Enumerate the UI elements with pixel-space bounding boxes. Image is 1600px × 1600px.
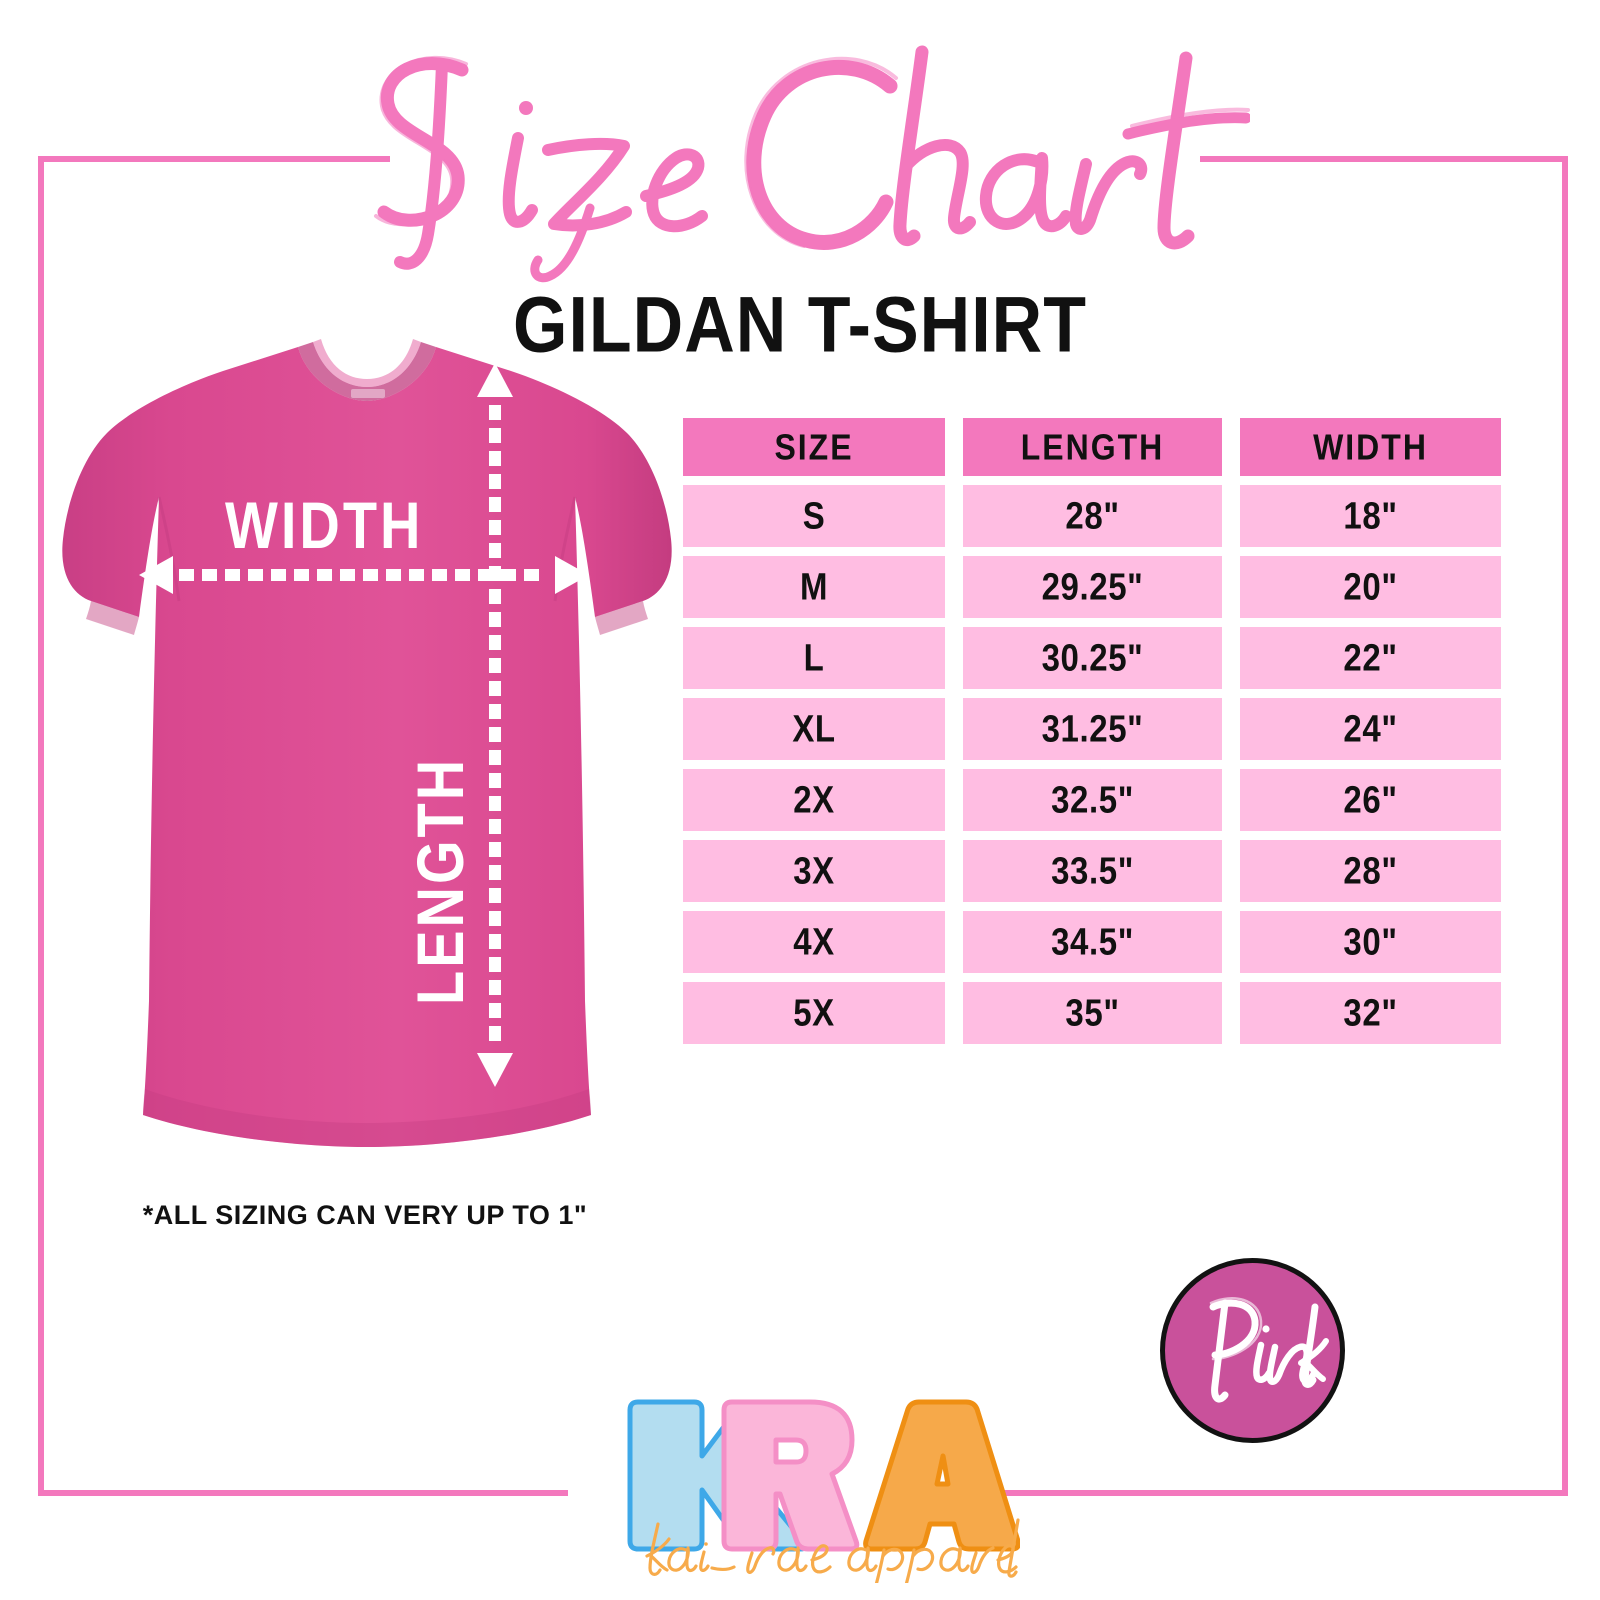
sizing-disclaimer: *ALL SIZING CAN VERY UP TO 1" [142,1200,588,1230]
table-row: 4X 34.5" 30" [683,911,1501,973]
color-badge [1160,1258,1345,1443]
frame-border-bottom-right [1000,1490,1568,1496]
cell-size: S [683,485,945,547]
cell-length: 29.25" [963,556,1222,618]
column-header-length: LENGTH [963,418,1222,476]
cell-width: 26" [1240,769,1501,831]
table-row: 2X 32.5" 26" [683,769,1501,831]
brand-logo [600,1378,1020,1583]
size-chart-table: SIZE LENGTH WIDTH S 28" 18" M 29.25" 20"… [683,418,1501,1053]
cell-length: 31.25" [963,698,1222,760]
cell-length: 35" [963,982,1222,1044]
table-row: S 28" 18" [683,485,1501,547]
cell-width: 24" [1240,698,1501,760]
cell-size: 2X [683,769,945,831]
cell-width: 22" [1240,627,1501,689]
cell-size: M [683,556,945,618]
cell-width: 32" [1240,982,1501,1044]
table-header-row: SIZE LENGTH WIDTH [683,418,1501,476]
length-measure-arrow [477,363,513,1087]
table-row: M 29.25" 20" [683,556,1501,618]
length-label: LENGTH [404,757,477,1005]
width-label: WIDTH [225,489,423,562]
logo-tagline [645,1518,1020,1583]
cell-size: XL [683,698,945,760]
cell-length: 34.5" [963,911,1222,973]
tshirt-illustration: WIDTH LENGTH [55,325,675,1205]
cell-width: 20" [1240,556,1501,618]
cell-size: L [683,627,945,689]
cell-width: 18" [1240,485,1501,547]
table-row: 3X 33.5" 28" [683,840,1501,902]
column-header-width: WIDTH [1240,418,1501,476]
cell-length: 28" [963,485,1222,547]
cell-size: 3X [683,840,945,902]
table-row: XL 31.25" 24" [683,698,1501,760]
logo-letter-a [863,1399,1020,1552]
cell-length: 32.5" [963,769,1222,831]
cell-length: 33.5" [963,840,1222,902]
cell-size: 5X [683,982,945,1044]
frame-border-left [38,156,44,1496]
logo-letter-r [721,1399,860,1552]
cell-width: 30" [1240,911,1501,973]
pink-script-lettering [1209,1297,1329,1403]
column-header-size: SIZE [683,418,945,476]
cell-size: 4X [683,911,945,973]
width-measure-arrow [139,556,589,594]
table-row: 5X 35" 32" [683,982,1501,1044]
cell-width: 28" [1240,840,1501,902]
frame-border-bottom-left [38,1490,568,1496]
frame-border-top-gap [390,150,1200,168]
tshirt-body [62,339,672,1147]
table-row: L 30.25" 22" [683,627,1501,689]
cell-length: 30.25" [963,627,1222,689]
page-subtitle: GILDAN T-SHIRT [513,281,1087,369]
frame-border-right [1562,156,1568,1496]
